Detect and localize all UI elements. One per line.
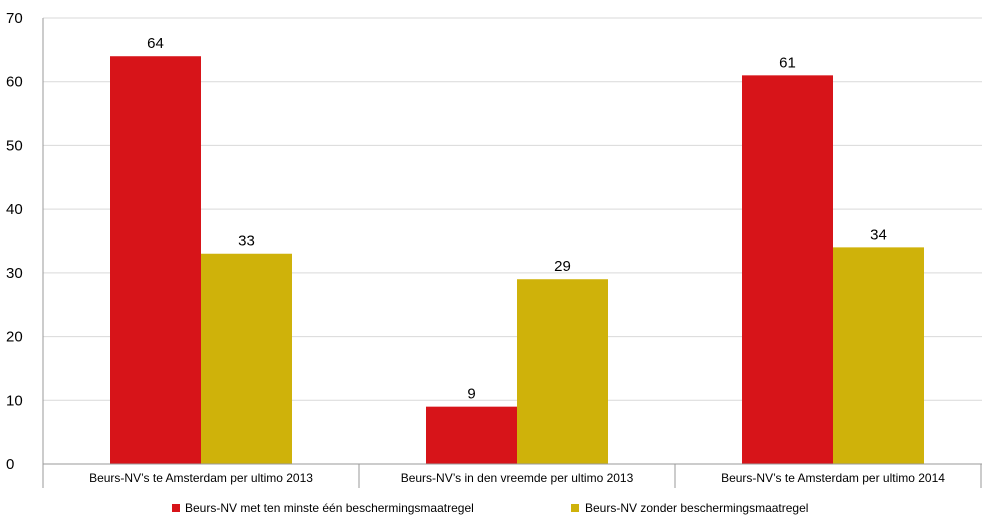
y-tick-label: 60 [6, 74, 23, 91]
y-tick-label: 30 [6, 265, 23, 282]
y-tick-label: 20 [6, 329, 23, 346]
x-axis-categories: Beurs-NV’s te Amsterdam per ultimo 2013 B… [42, 463, 982, 488]
legend: Beurs-NV met ten minste één beschermings… [172, 501, 808, 515]
data-label: 64 [147, 35, 164, 52]
bar [833, 247, 924, 464]
legend-label: Beurs-NV zonder beschermingsmaatregel [585, 501, 808, 515]
data-label: 61 [779, 54, 796, 71]
y-axis-ticks: 0 10 20 30 40 50 60 70 [6, 10, 23, 473]
bar [517, 279, 608, 464]
data-label: 34 [870, 226, 887, 243]
legend-swatch [571, 504, 579, 512]
y-tick-label: 70 [6, 10, 23, 27]
data-label: 9 [467, 386, 475, 403]
category-label: Beurs-NV’s te Amsterdam per ultimo 2014 [721, 471, 945, 485]
y-tick-label: 50 [6, 137, 23, 154]
bar [426, 406, 517, 464]
data-label: 33 [238, 233, 255, 250]
y-tick-label: 40 [6, 201, 23, 218]
bar [110, 56, 201, 464]
bar [742, 75, 833, 464]
legend-label: Beurs-NV met ten minste één beschermings… [185, 501, 474, 515]
bar [201, 253, 292, 464]
category-label: Beurs-NV’s in den vreemde per ultimo 201… [401, 471, 634, 485]
category-label: Beurs-NV’s te Amsterdam per ultimo 2013 [89, 471, 313, 485]
data-label: 29 [554, 258, 571, 275]
y-tick-label: 10 [6, 392, 23, 409]
y-tick-label: 0 [6, 456, 14, 473]
bars [110, 56, 924, 464]
legend-swatch [172, 504, 180, 512]
data-labels: 64 9 61 33 29 34 [147, 35, 887, 402]
